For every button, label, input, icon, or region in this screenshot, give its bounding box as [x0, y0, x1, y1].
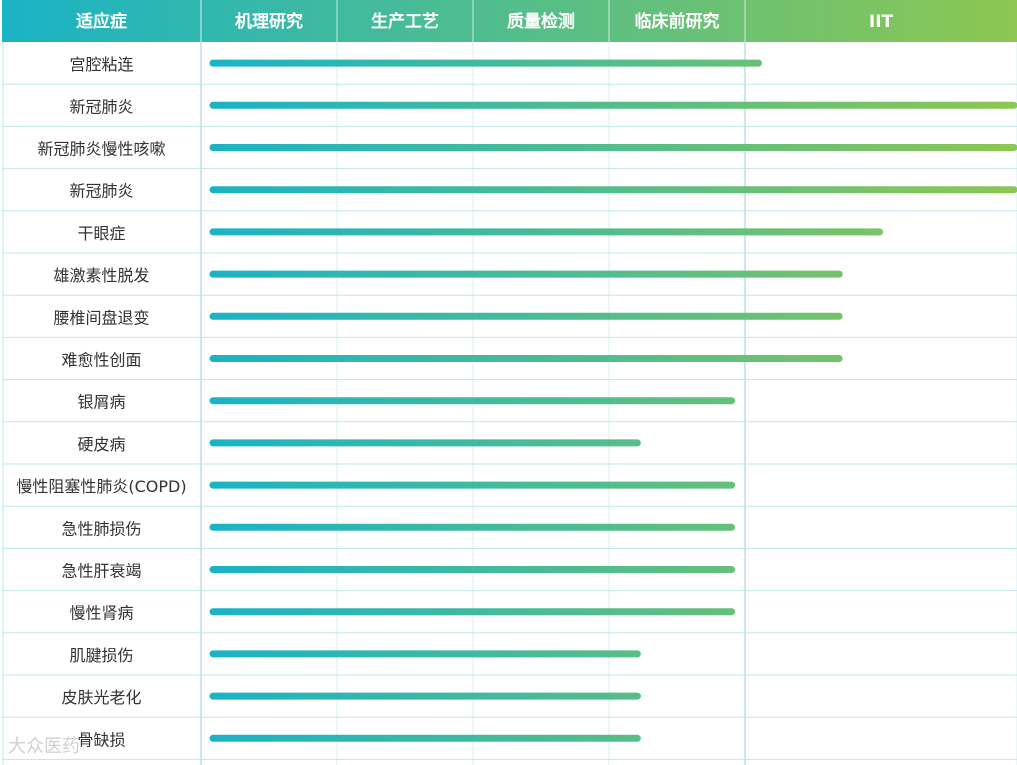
- indication-label: 肌腱损伤: [69, 646, 133, 665]
- indication-label: 新冠肺炎: [69, 182, 133, 201]
- indication-label: 急性肝衰竭: [61, 562, 141, 581]
- indication-label: 干眼症: [77, 224, 125, 243]
- indication-label: 宫腔粘连: [69, 55, 133, 74]
- header-stage-3: 质量检测: [507, 11, 575, 32]
- header-stage-2: 生产工艺: [371, 11, 439, 32]
- header-stage-4: 临床前研究: [635, 11, 720, 32]
- indication-label: 慢性肾病: [69, 604, 133, 623]
- header-background: [2, 0, 1017, 42]
- indication-label: 难愈性创面: [61, 351, 141, 370]
- indication-label: 新冠肺炎: [69, 97, 133, 116]
- indication-label: 慢性阻塞性肺炎(COPD): [16, 477, 186, 496]
- progress-bars: [209, 59, 1017, 742]
- indication-label: 雄激素性脱发: [53, 266, 149, 285]
- header-label-indication: 适应症: [76, 11, 127, 32]
- indication-label: 新冠肺炎慢性咳嗽: [37, 140, 165, 159]
- header-stage-5: IIT: [869, 12, 894, 32]
- header-stage-1: 机理研究: [235, 11, 303, 32]
- indication-labels: 宫腔粘连新冠肺炎新冠肺炎慢性咳嗽新冠肺炎干眼症雄激素性脱发腰椎间盘退变难愈性创面…: [16, 55, 186, 749]
- watermark-text: 大众医药: [8, 736, 80, 757]
- indication-label: 银屑病: [77, 393, 125, 412]
- header-row: 适应症 机理研究 生产工艺 质量检测 临床前研究 IIT: [76, 0, 894, 42]
- indication-label: 骨缺损: [77, 730, 125, 749]
- indication-label: 皮肤光老化: [61, 688, 141, 707]
- indication-label: 腰椎间盘退变: [53, 308, 149, 327]
- indication-label: 硬皮病: [77, 435, 125, 454]
- indication-label: 急性肺损伤: [61, 519, 141, 538]
